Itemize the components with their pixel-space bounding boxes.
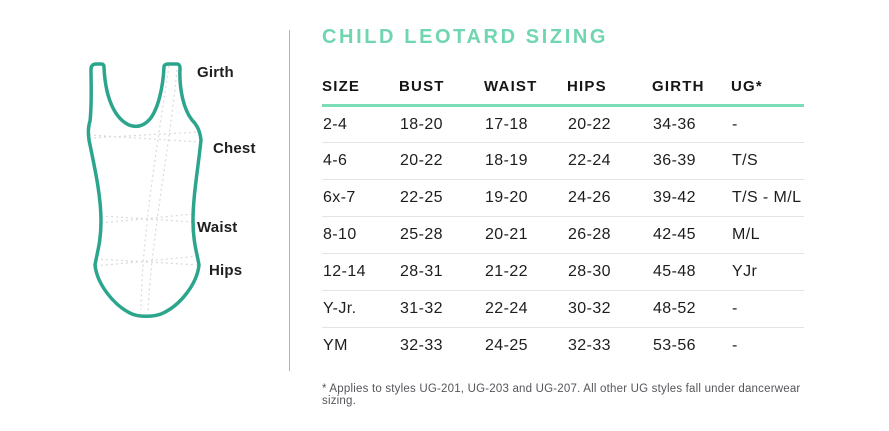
cell-waist: 24-25 bbox=[485, 337, 528, 355]
cell-girth: 48-52 bbox=[652, 290, 731, 328]
cell-size: 2-4 bbox=[322, 105, 399, 143]
cell-ug: T/S bbox=[731, 142, 804, 180]
cell-girth: 42-45 bbox=[652, 216, 731, 254]
cell-bust: 20-22 bbox=[399, 142, 484, 180]
vertical-divider bbox=[289, 30, 290, 371]
cell-hips: 28-30 bbox=[567, 253, 652, 291]
page-title: CHILD LEOTARD SIZING bbox=[322, 26, 609, 48]
cell-size: 6x-7 bbox=[322, 179, 399, 217]
cell-waist: 18-19 bbox=[484, 142, 567, 180]
leotard-outline-icon bbox=[86, 62, 203, 318]
sizing-table: SIZE BUST WAIST HIPS GIRTH UG* 2-4 18-20… bbox=[322, 72, 804, 365]
table-row: Y-Jr. 31-32 22-24 30-32 48-52 - bbox=[322, 290, 804, 328]
cell-waist: 17-18 bbox=[484, 105, 567, 143]
table-row: 2-4 18-20 17-18 20-22 34-36 - bbox=[322, 105, 804, 143]
cell-girth: 36-39 bbox=[652, 142, 731, 180]
cell-hips: 26-28 bbox=[567, 216, 652, 254]
sizing-panel: CHILD LEOTARD SIZING SIZE BUST WAIST HIP… bbox=[322, 26, 804, 407]
table-row: 6x-7 22-25 19-20 24-26 39-42 T/S - M/L bbox=[322, 179, 804, 217]
column-header-bust: BUST bbox=[399, 72, 484, 107]
leotard-measurement-diagram: Girth Chest Waist Hips bbox=[0, 0, 300, 431]
cell-size: Y-Jr. bbox=[322, 290, 399, 328]
cell-waist: 22-24 bbox=[484, 290, 567, 328]
cell-ug: T/S - M/L bbox=[731, 179, 804, 217]
table-row: YM 32-33 24-25 32-33 53-56 - bbox=[322, 328, 804, 365]
cell-girth: 39-42 bbox=[652, 179, 731, 217]
cell-hips: 20-22 bbox=[567, 105, 652, 143]
cell-size: YM bbox=[323, 337, 348, 355]
cell-size: 4-6 bbox=[322, 142, 399, 180]
cell-bust: 31-32 bbox=[399, 290, 484, 328]
table-row: 12-14 28-31 21-22 28-30 45-48 YJr bbox=[322, 253, 804, 291]
column-header-size: SIZE bbox=[322, 72, 399, 107]
table-row: 8-10 25-28 20-21 26-28 42-45 M/L bbox=[322, 216, 804, 254]
cell-girth: 45-48 bbox=[652, 253, 731, 291]
cell-hips: 24-26 bbox=[567, 179, 652, 217]
girth-label: Girth bbox=[197, 64, 234, 81]
column-header-girth: GIRTH bbox=[652, 72, 731, 107]
column-header-waist: WAIST bbox=[484, 72, 567, 107]
chest-label: Chest bbox=[213, 140, 256, 157]
table-header-row: SIZE BUST WAIST HIPS GIRTH UG* bbox=[322, 72, 804, 107]
cell-bust: 32-33 bbox=[400, 337, 443, 355]
cell-ug: - bbox=[732, 337, 738, 355]
cell-girth: 53-56 bbox=[653, 337, 696, 355]
hips-label: Hips bbox=[209, 262, 243, 279]
cell-size: 8-10 bbox=[322, 216, 399, 254]
cell-waist: 19-20 bbox=[484, 179, 567, 217]
cell-ug: - bbox=[731, 105, 804, 143]
cell-bust: 22-25 bbox=[399, 179, 484, 217]
cell-hips: 22-24 bbox=[567, 142, 652, 180]
cell-hips: 30-32 bbox=[567, 290, 652, 328]
cell-girth: 34-36 bbox=[652, 105, 731, 143]
column-header-hips: HIPS bbox=[567, 72, 652, 107]
cell-waist: 21-22 bbox=[484, 253, 567, 291]
leotard-outline-path bbox=[86, 62, 203, 318]
cell-bust: 25-28 bbox=[399, 216, 484, 254]
waist-label: Waist bbox=[197, 219, 238, 236]
cell-ug: YJr bbox=[731, 253, 804, 291]
cell-hips: 32-33 bbox=[568, 337, 611, 355]
cell-bust: 28-31 bbox=[399, 253, 484, 291]
cell-bust: 18-20 bbox=[399, 105, 484, 143]
column-header-ug: UG* bbox=[731, 72, 804, 107]
cell-ug: - bbox=[731, 290, 804, 328]
cell-waist: 20-21 bbox=[484, 216, 567, 254]
cell-size: 12-14 bbox=[322, 253, 399, 291]
table-row: 4-6 20-22 18-19 22-24 36-39 T/S bbox=[322, 142, 804, 180]
cell-ug: M/L bbox=[731, 216, 804, 254]
measurement-dashed-lines bbox=[88, 65, 202, 313]
ug-footnote: * Applies to styles UG-201, UG-203 and U… bbox=[322, 382, 801, 407]
